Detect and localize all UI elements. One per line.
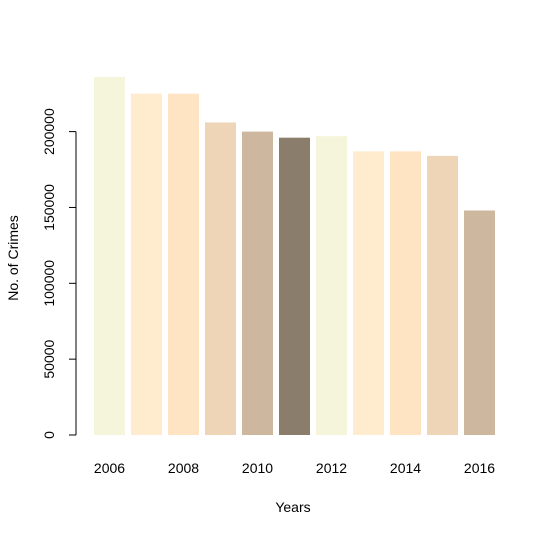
y-tick-label-50000: 50000: [41, 339, 57, 378]
x-tick-label-2006: 2006: [94, 460, 125, 476]
bar-2015: [427, 156, 458, 435]
y-tick-label-200000: 200000: [41, 108, 57, 155]
x-tick-label-2012: 2012: [316, 460, 347, 476]
y-tick-label-0: 0: [41, 431, 57, 439]
y-tick-label-100000: 100000: [41, 260, 57, 307]
y-tick-label-150000: 150000: [41, 184, 57, 231]
x-tick-label-2010: 2010: [242, 460, 273, 476]
bar-2014: [390, 151, 421, 435]
bar-2009: [205, 123, 236, 435]
bar-2012: [316, 136, 347, 435]
x-axis-title: Years: [275, 499, 310, 515]
bar-2013: [353, 151, 384, 435]
y-axis: 0 50000 100000 150000 200000: [41, 108, 76, 439]
x-tick-label-2016: 2016: [464, 460, 495, 476]
bars-group: [94, 77, 495, 435]
bar-2010: [242, 132, 273, 435]
x-axis-labels: 2006 2008 2010 2012 2014 2016: [94, 460, 495, 476]
bar-2006: [94, 77, 125, 435]
bar-2007: [131, 94, 162, 435]
y-axis-title: No. of Crimes: [5, 215, 21, 301]
bar-2016: [464, 210, 495, 435]
x-tick-label-2014: 2014: [390, 460, 421, 476]
bar-2008: [168, 94, 199, 435]
bar-2011: [279, 138, 310, 435]
x-tick-label-2008: 2008: [168, 460, 199, 476]
